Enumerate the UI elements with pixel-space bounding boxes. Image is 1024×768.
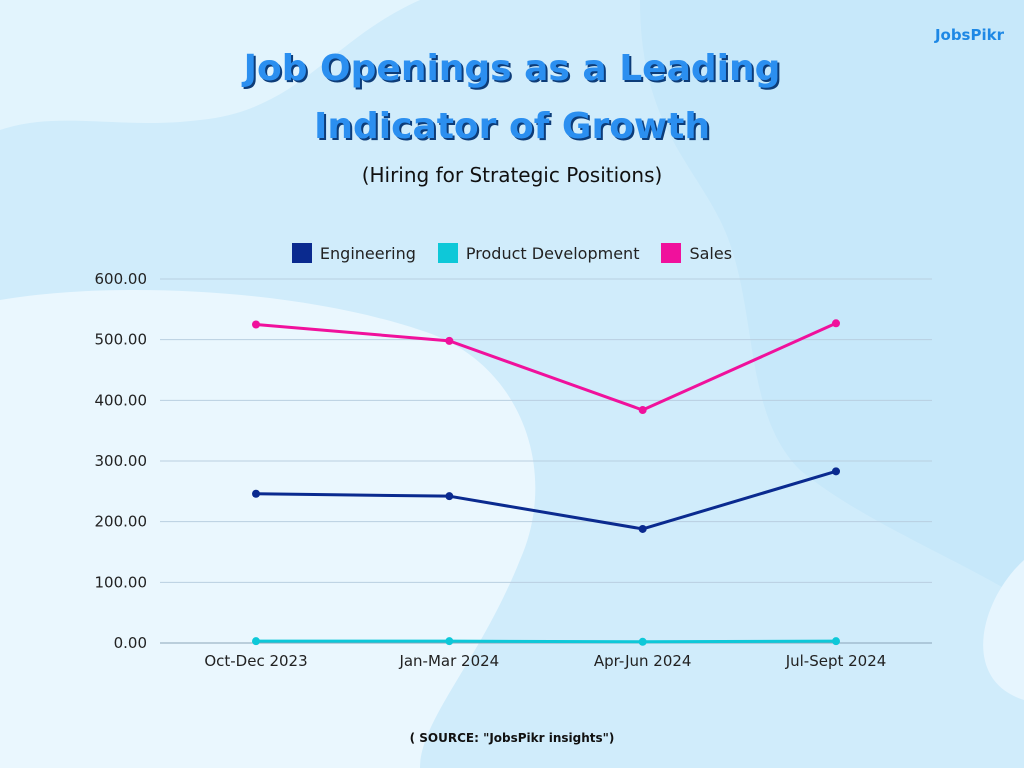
data-point-engineering — [445, 492, 454, 501]
x-tick-label: Apr-Jun 2024 — [594, 652, 692, 670]
data-point-product-development — [832, 637, 840, 646]
data-point-product-development — [252, 637, 260, 646]
series-line-engineering — [255, 469, 837, 531]
legend-label-product-development: Product Development — [465, 243, 640, 263]
data-point-engineering — [252, 489, 260, 498]
title-line-2: Indicator of Growth — [313, 106, 711, 147]
data-point-engineering — [638, 524, 647, 533]
legend-item-engineering: Engineering — [291, 243, 416, 263]
chart-legend: Engineering Product Development Sales — [0, 243, 1024, 263]
y-tick-label: 0.00 — [114, 634, 147, 652]
source-note: ( SOURCE: "JobsPikr insights") — [409, 731, 615, 745]
data-point-product-development — [638, 637, 647, 646]
data-point-sales — [445, 336, 454, 345]
chart-title: Job Openings as a Leading Indicator of G… — [0, 40, 1024, 156]
y-tick-label: 100.00 — [95, 573, 148, 591]
legend-label-sales: Sales — [689, 243, 733, 263]
y-tick-label: 500.00 — [95, 331, 148, 349]
data-point-product-development — [445, 637, 454, 646]
series-line-sales — [255, 321, 837, 412]
data-point-engineering — [832, 467, 840, 476]
brand-logo: JobsPikr — [934, 26, 1004, 44]
y-tick-label: 400.00 — [95, 391, 148, 409]
legend-swatch-sales — [661, 243, 682, 263]
legend-label-engineering: Engineering — [319, 243, 416, 263]
x-tick-label: Oct-Dec 2023 — [204, 652, 307, 670]
legend-swatch-engineering — [291, 243, 312, 263]
y-tick-label: 600.00 — [95, 270, 148, 288]
legend-swatch-product-development — [437, 243, 458, 263]
data-point-sales — [832, 319, 840, 328]
chart-subtitle: (Hiring for Strategic Positions) — [361, 163, 663, 187]
x-tick-label: Jan-Mar 2024 — [398, 652, 499, 670]
title-line-1: Job Openings as a Leading — [243, 48, 781, 89]
x-tick-label: Jul-Sept 2024 — [785, 652, 887, 670]
data-point-sales — [252, 320, 260, 329]
data-point-sales — [638, 406, 647, 415]
legend-item-sales: Sales — [661, 243, 732, 263]
series-line-product-development — [256, 639, 837, 644]
y-tick-label: 300.00 — [95, 452, 148, 470]
legend-item-product-development: Product Development — [437, 243, 640, 263]
y-tick-label: 200.00 — [95, 513, 148, 531]
